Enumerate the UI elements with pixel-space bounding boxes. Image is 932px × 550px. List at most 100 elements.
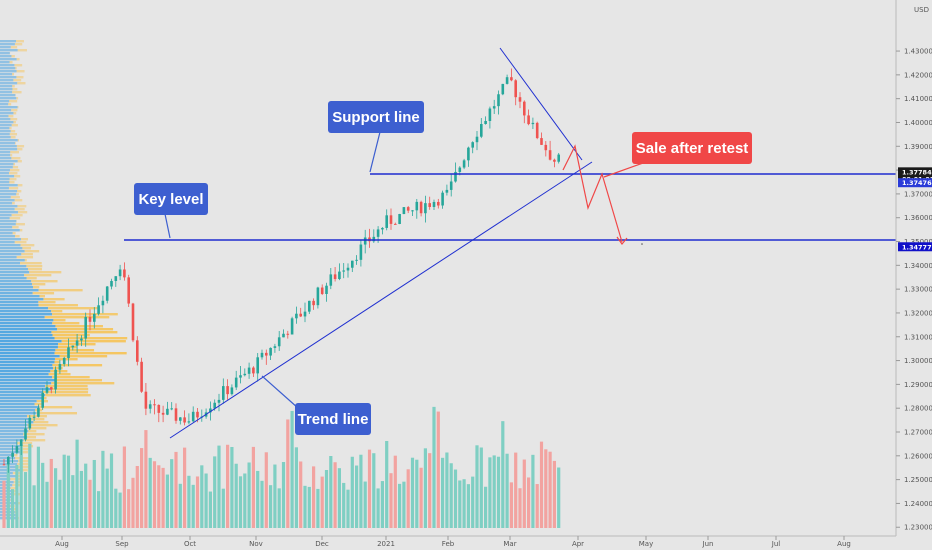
candle-body [277, 337, 281, 347]
candle-body [514, 80, 517, 98]
candle-body [308, 300, 311, 312]
candlesticks [2, 68, 560, 473]
candle-body [471, 142, 474, 148]
candle-body [28, 417, 32, 429]
volume-profile-bar-blue [0, 124, 12, 127]
volume-bar [445, 452, 449, 528]
volume-profile-bar-yellow [54, 352, 127, 355]
candle-body [355, 259, 358, 261]
volume-profile-bar-yellow [51, 310, 63, 313]
x-tick-label: Jul [771, 540, 781, 548]
volume-profile-bar-blue [0, 361, 55, 364]
candle-body [372, 236, 376, 242]
volume-profile-bar-blue [0, 394, 46, 397]
volume-bar [294, 447, 298, 528]
candle-body [286, 333, 290, 335]
volume-profile-bar-yellow [17, 82, 26, 85]
volume-profile-bar-yellow [57, 346, 78, 349]
volume-profile-bar-blue [0, 490, 13, 493]
y-tick-label: 1.31000 [904, 333, 932, 341]
volume-bar [260, 480, 264, 528]
volume-bar [539, 441, 544, 528]
volume-bar [501, 421, 505, 528]
candle-body [174, 408, 178, 421]
candle-body [553, 159, 556, 162]
volume-profile-bar-blue [0, 70, 17, 73]
candle-body [338, 271, 341, 280]
price-tag-label: 1.34777 [902, 243, 932, 251]
volume-profile-bar-blue [0, 316, 45, 319]
volume-profile-bar-blue [0, 85, 13, 88]
volume-bar [204, 473, 208, 528]
volume-profile-bar-yellow [17, 205, 27, 208]
candle-body [531, 122, 535, 125]
volume-profile-bar-yellow [10, 487, 17, 490]
volume-profile-bar-blue [0, 178, 10, 181]
volume-profile-bar-blue [0, 334, 53, 337]
volume-bar [135, 466, 139, 528]
volume-bar [11, 489, 15, 528]
volume-profile-bar-blue [0, 337, 55, 340]
volume-profile-bar-blue [0, 148, 18, 151]
volume-profile-bar-blue [0, 193, 17, 196]
candle-body [256, 357, 259, 374]
volume-profile-bar-yellow [33, 286, 40, 289]
candle-body [157, 404, 161, 413]
volume-profile-bar-blue [0, 184, 18, 187]
volume-profile-bar-blue [0, 274, 24, 277]
volume-profile-bar-yellow [38, 304, 78, 307]
volume-profile-bar-blue [0, 370, 51, 373]
volume-bar [75, 439, 79, 528]
candle-body [449, 181, 453, 190]
volume-profile-bar-yellow [9, 178, 17, 181]
volume-bar [423, 448, 427, 528]
volume-profile-bar-blue [0, 472, 13, 475]
candle-body [247, 367, 251, 374]
volume-profile-bar-blue [0, 397, 42, 400]
volume-profile-bar-blue [0, 340, 62, 343]
volume-profile-bar-blue [0, 214, 12, 217]
volume-bar [170, 459, 174, 528]
candle-body [62, 358, 66, 365]
volume-profile-bar-blue [0, 310, 52, 313]
candle-body [497, 94, 500, 107]
candle-body [342, 270, 345, 272]
time-axis[interactable]: Aug Sep Oct Nov Dec 2021 Feb Mar Apr May Jun Jul Aug [0, 535, 896, 548]
volume-profile-bar-yellow [22, 247, 31, 250]
sale-after-retest-callout: Sale after retest [603, 132, 752, 178]
volume-bar [273, 464, 277, 528]
volume-bar [101, 450, 105, 528]
volume-profile-bar-yellow [28, 268, 42, 271]
volume-profile-bar-yellow [52, 334, 90, 337]
volume-profile-bar-blue [0, 187, 9, 190]
y-tick-label: 1.35000 [904, 238, 932, 246]
volume-profile-bar-yellow [17, 160, 22, 163]
candle-body [45, 387, 49, 393]
volume-bar [363, 481, 367, 528]
trend-line[interactable] [169, 161, 593, 439]
volume-bar [208, 491, 212, 528]
volume-bar [23, 472, 28, 528]
wedge-top-line[interactable] [499, 47, 583, 161]
volume-profile-bar-blue [0, 121, 14, 124]
candle-body [333, 274, 337, 280]
volume-bar [307, 486, 311, 528]
volume-profile-bar-blue [0, 454, 15, 457]
volume-profile-bar-yellow [16, 193, 19, 196]
volume-profile-bar-yellow [9, 127, 12, 130]
volume-bar [66, 455, 71, 528]
volume-profile-bar-yellow [23, 439, 46, 442]
volume-profile-bar-yellow [17, 211, 28, 214]
volume-profile-bar-yellow [20, 469, 28, 472]
candle-body [88, 316, 92, 322]
volume-profile-bar-blue [0, 76, 17, 79]
candle-body [458, 167, 462, 172]
volume-profile-bar-blue [0, 508, 12, 511]
y-tick-label: 1.23000 [904, 524, 932, 532]
candle-body [170, 408, 173, 410]
volume-bar [277, 488, 281, 528]
volume-bar [54, 468, 58, 528]
price-axis[interactable]: USD 1.43000 1.42000 1.41000 1.40000 1.39000 1… [895, 0, 932, 536]
